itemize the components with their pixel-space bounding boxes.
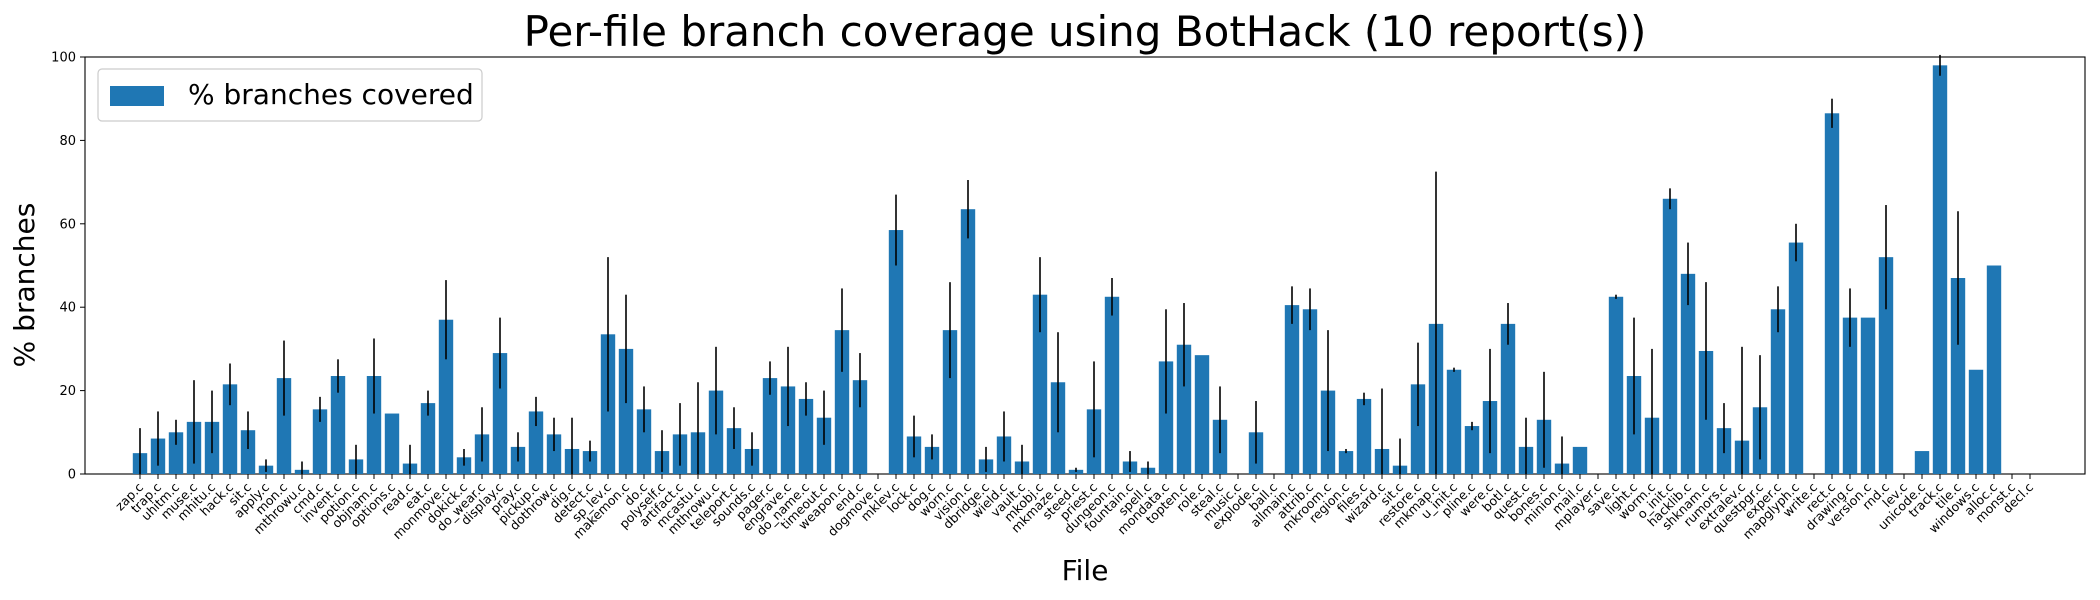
legend: % branches covered — [97, 68, 483, 122]
bar — [1950, 278, 1966, 474]
bar — [438, 319, 454, 474]
bar — [780, 386, 796, 474]
bar — [1860, 317, 1876, 474]
bar — [276, 378, 292, 474]
bar — [834, 330, 850, 474]
bar — [1356, 398, 1372, 474]
bar — [1446, 369, 1462, 474]
bar — [942, 330, 958, 474]
y-tick-label: 80 — [59, 134, 76, 149]
legend-swatch — [110, 86, 164, 106]
y-tick-label: 40 — [59, 301, 76, 316]
bar — [330, 376, 346, 474]
bar — [726, 428, 742, 474]
chart-title: Per-file branch coverage using BotHack (… — [524, 7, 1647, 56]
bar — [1410, 384, 1426, 474]
legend-frame — [97, 68, 483, 122]
bar — [960, 209, 976, 474]
bar — [528, 411, 544, 474]
bar — [816, 417, 832, 474]
bar — [366, 376, 382, 474]
legend-label: % branches covered — [188, 78, 474, 111]
y-tick-label: 20 — [59, 384, 76, 399]
y-axis-label: % branches — [8, 203, 41, 368]
bar — [1284, 305, 1300, 474]
bar — [1770, 309, 1786, 474]
bar — [1500, 323, 1516, 474]
bar — [888, 230, 904, 474]
bar — [492, 353, 508, 474]
y-tick-label: 0 — [68, 468, 76, 483]
bar — [1464, 426, 1480, 474]
bar — [618, 348, 634, 474]
bar — [1680, 273, 1696, 474]
bar — [1878, 257, 1894, 474]
bar — [1914, 451, 1930, 474]
bar — [1842, 317, 1858, 474]
bar — [240, 430, 256, 474]
x-axis-label: File — [1062, 554, 1109, 587]
bar — [636, 409, 652, 474]
bar — [312, 409, 328, 474]
bar — [924, 446, 940, 474]
bar — [1986, 265, 2002, 474]
plot-area — [84, 56, 2086, 475]
bar — [222, 384, 238, 474]
bar — [546, 434, 562, 474]
bar — [1302, 309, 1318, 474]
bar — [1662, 198, 1678, 474]
bar — [762, 378, 778, 474]
bar — [1968, 369, 1984, 474]
bar — [1608, 296, 1624, 474]
bar — [852, 380, 868, 474]
y-tick-label: 100 — [51, 51, 76, 66]
bar — [1338, 451, 1354, 474]
bar — [1788, 242, 1804, 474]
plot-frame — [84, 56, 2086, 475]
bar — [168, 432, 184, 474]
bar — [1572, 446, 1588, 474]
bar — [1176, 344, 1192, 474]
y-tick-label: 60 — [59, 217, 76, 232]
bar — [1158, 361, 1174, 474]
bar — [1104, 296, 1120, 474]
bar — [1932, 65, 1948, 474]
error-bars-group — [139, 54, 1959, 474]
bar — [1824, 113, 1840, 475]
bar — [1032, 294, 1048, 474]
bar — [384, 413, 400, 474]
bar — [798, 398, 814, 474]
y-axis: 0 20 40 60 80 100 — [51, 51, 85, 483]
bar — [582, 451, 598, 474]
bar — [420, 403, 436, 474]
bar — [1194, 355, 1210, 474]
